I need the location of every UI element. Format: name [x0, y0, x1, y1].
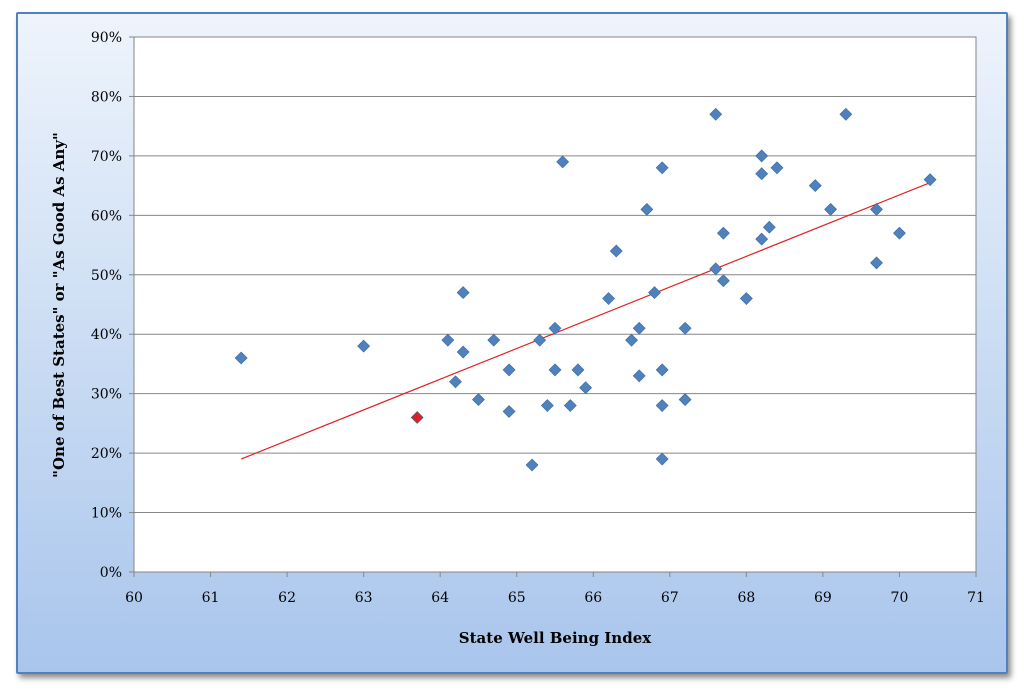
data-point [739, 292, 753, 305]
data-point [571, 363, 585, 377]
data-point [870, 256, 883, 270]
data-points [234, 107, 937, 472]
y-tick-label: 50% [91, 268, 122, 284]
x-tick-label: 61 [202, 590, 220, 606]
data-point [923, 173, 937, 187]
data-point [678, 321, 692, 335]
trendline-group [240, 182, 931, 460]
data-point [525, 458, 539, 472]
data-point [449, 375, 462, 389]
data-point [533, 333, 547, 347]
y-tick-label: 0% [100, 565, 122, 581]
data-point [808, 179, 822, 193]
data-point [755, 232, 769, 246]
y-tick-label: 30% [91, 387, 122, 403]
data-point [502, 363, 516, 377]
data-point [716, 274, 730, 288]
y-tick-label: 10% [91, 506, 122, 522]
data-point [472, 393, 485, 407]
x-axis-ticks: 60 61 62 63 64 65 66 67 68 69 70 71 [125, 572, 985, 606]
x-axis-title: State Well Being Index [459, 629, 652, 647]
x-tick-label: 71 [967, 590, 985, 606]
data-point [824, 202, 837, 216]
data-point [893, 226, 906, 240]
data-point [655, 399, 669, 412]
x-tick-label: 60 [125, 590, 143, 606]
data-point [548, 321, 562, 335]
data-point [709, 262, 723, 276]
x-tick-label: 70 [891, 590, 909, 606]
data-point [755, 167, 769, 181]
x-tick-label: 66 [584, 590, 602, 606]
y-tick-label: 80% [91, 89, 122, 105]
data-point [709, 107, 723, 121]
data-point [234, 351, 248, 365]
data-point [655, 363, 669, 377]
y-tick-label: 60% [91, 208, 122, 224]
y-tick-label: 40% [91, 327, 122, 343]
y-axis-ticks: 0% 10% 20% 30% 40% 50% 60% 70% 80% 90% [91, 30, 134, 581]
data-point [456, 345, 470, 359]
data-point [609, 244, 623, 258]
data-point [716, 226, 730, 240]
x-tick-label: 62 [278, 590, 296, 606]
data-point [556, 155, 570, 169]
x-tick-label: 64 [431, 590, 449, 606]
x-tick-label: 69 [814, 590, 832, 606]
data-point [441, 333, 455, 347]
data-point [655, 161, 669, 175]
y-tick-label: 90% [91, 30, 122, 46]
data-point [502, 405, 516, 418]
data-point [563, 399, 577, 412]
plot-area [133, 36, 977, 573]
data-point [870, 202, 883, 216]
data-point [762, 220, 776, 234]
data-point [357, 339, 371, 353]
data-point [625, 333, 638, 347]
data-point [548, 363, 562, 377]
data-point [839, 107, 853, 121]
x-tick-label: 67 [661, 590, 679, 606]
data-point [648, 286, 661, 300]
y-tick-label: 70% [91, 149, 122, 165]
data-point [632, 369, 646, 383]
y-axis-title: "One of Best States" or "As Good As Any" [50, 132, 68, 478]
gridlines [134, 36, 976, 514]
data-point [655, 452, 669, 466]
highlighted-data-point [410, 411, 424, 424]
data-point [632, 321, 646, 335]
trendline [240, 182, 931, 460]
data-point [540, 399, 554, 412]
data-point [678, 393, 692, 407]
y-tick-label: 20% [91, 446, 122, 462]
x-tick-label: 68 [737, 590, 755, 606]
data-point [640, 202, 654, 216]
data-point [487, 333, 501, 347]
x-tick-label: 63 [355, 590, 373, 606]
x-tick-label: 65 [508, 590, 526, 606]
data-point [770, 161, 784, 175]
data-point [755, 149, 769, 163]
data-point [456, 286, 470, 300]
data-point [602, 292, 616, 305]
data-point [579, 381, 593, 395]
